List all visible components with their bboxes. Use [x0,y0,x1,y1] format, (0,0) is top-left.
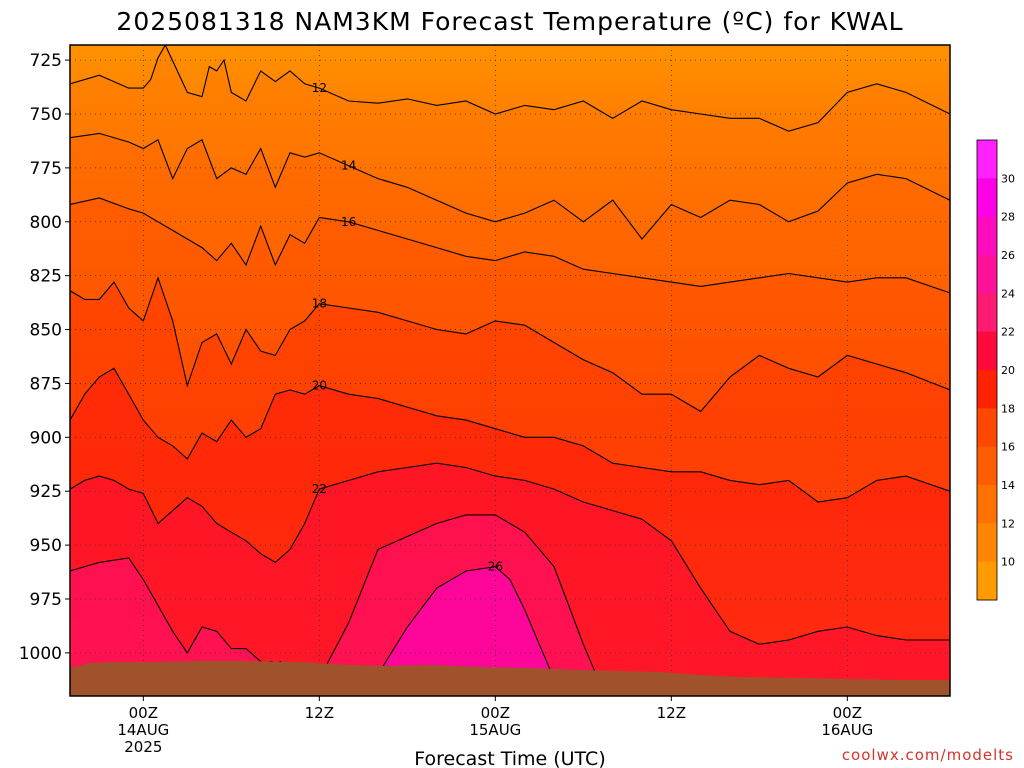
contour-line-14 [70,132,950,240]
credit-text: coolwx.com/modelts [842,746,1014,764]
contour-line-16 [70,197,950,294]
contour-label: 26 [488,560,503,574]
colorbar-swatch [977,523,997,563]
temperature-band-20 [70,368,950,696]
colorbar-label: 16 [1001,441,1015,454]
temperature-band-18 [70,277,950,696]
colorbar-label: 24 [1001,287,1015,300]
colorbar-label: 28 [1001,211,1015,224]
temperature-band-26 [378,566,554,679]
contour-label: 14 [341,159,356,173]
plot-border [69,44,951,697]
x-tick-label: 00Z [833,704,862,722]
contour-label: 20 [312,379,327,393]
colorbar-label: 12 [1001,517,1015,530]
contour-line-12 [70,45,950,132]
colorbar-swatch [977,408,997,448]
temperature-band-16 [70,198,950,696]
colorbar-swatch [977,293,997,333]
colorbar-label: 26 [1001,249,1015,262]
contour-label: 22 [312,482,327,496]
temperature-band-14 [70,133,950,696]
x-tick-label: 15AUG [469,721,521,739]
contour-line-26 [377,566,555,680]
x-tick-label: 12Z [657,704,686,722]
contour-line-20 [70,367,950,503]
y-tick-label: 850 [30,321,62,341]
y-tick-label: 750 [30,105,62,125]
chart-title: 2025081318 NAM3KM Forecast Temperature (… [116,7,903,36]
y-tick-label: 900 [30,428,62,448]
x-tick-label: 00Z [129,704,158,722]
colorbar-label: 14 [1001,479,1015,492]
colorbar-label: 10 [1001,556,1015,569]
contour-label: 12 [312,81,327,95]
colorbar-swatch [977,370,997,409]
x-tick-label: 16AUG [821,721,873,739]
y-tick-label: 800 [30,213,62,233]
y-tick-label: 725 [30,51,62,71]
y-tick-label: 1000 [19,644,62,664]
contour-line-22 [70,462,950,645]
colorbar-swatch [977,255,997,294]
colorbar-swatch [977,140,997,179]
colorbar-label: 30 [1001,172,1015,185]
temperature-bands [70,45,950,696]
colorbar: 10 12 14 16 18 20 22 24 26 28 30 [976,139,1015,601]
colorbar-swatch [977,178,997,218]
y-tick-label: 775 [30,159,62,179]
contour-label: 16 [341,215,356,229]
colorbar-swatch [977,485,997,524]
x-tick-label: 14AUG [117,721,169,739]
colorbar-swatch [977,446,997,486]
y-tick-label: 825 [30,267,62,287]
y-tick-label: 975 [30,590,62,610]
y-tick-label: 950 [30,536,62,556]
contour-line-18 [70,276,950,413]
colorbar-label: 22 [1001,326,1015,339]
grid-lines [70,45,950,696]
y-tick-label: 925 [30,482,62,502]
colorbar-swatch [977,331,997,371]
contour-label: 18 [312,297,327,311]
colorbar-swatch [977,561,997,601]
x-tick-label: 00Z [481,704,510,722]
temperature-band-12 [70,45,950,696]
colorbar-swatch [977,216,997,256]
x-axis-label: Forecast Time (UTC) [414,748,605,768]
terrain-surface [70,661,950,696]
colorbar-label: 18 [1001,402,1015,415]
y-tick-label: 875 [30,374,62,394]
x-tick-label: 12Z [305,704,334,722]
x-tick-label: 2025 [124,738,162,756]
y-axis-ticks: 725 750 775 800 825 850 875 900 925 950 975 1000 [19,51,70,664]
colorbar-label: 20 [1001,364,1015,377]
